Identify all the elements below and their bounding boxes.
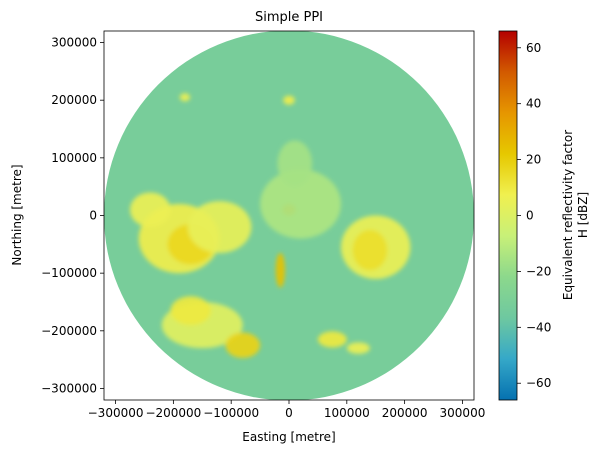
y-tick-label: −100000: [41, 266, 97, 280]
echo-east-core: [352, 229, 388, 271]
y-tick-label: −300000: [41, 381, 97, 395]
echo-southeast-tail: [346, 342, 370, 354]
colorbar-gradient: [498, 30, 518, 401]
echo-north-spot: [283, 95, 295, 105]
y-tick-label: 300000: [51, 36, 97, 50]
x-axis: −300000 −200000 −100000 0 100000 200000 300000: [88, 400, 486, 420]
echo-northwest-arm: [187, 201, 252, 253]
y-axis-label: Northing [metre]: [10, 164, 24, 265]
echo-southeast-small: [317, 331, 347, 348]
colorbar-tick-label: 40: [526, 97, 541, 111]
x-tick-label: 100000: [324, 406, 370, 420]
y-tick-label: 100000: [51, 151, 97, 165]
echo-north-spot-2: [179, 93, 191, 102]
colorbar-ticks: 60 40 20 0 −20 −40 −60: [517, 41, 551, 390]
echo-south-west-small: [170, 296, 211, 326]
colorbar: 60 40 20 0 −20 −40 −60: [498, 30, 551, 401]
x-tick-label: 0: [285, 406, 293, 420]
echo-center-streak: [275, 252, 285, 288]
x-tick-label: 300000: [440, 406, 486, 420]
x-tick-label: −300000: [88, 406, 144, 420]
x-axis-label: Easting [metre]: [242, 430, 335, 444]
colorbar-tick-label: −20: [526, 264, 551, 278]
echo-north-plume: [277, 140, 313, 187]
colorbar-label-line1: Equivalent reflectivity factor: [561, 130, 575, 300]
y-tick-label: −200000: [41, 324, 97, 338]
x-tick-label: 200000: [382, 406, 428, 420]
colorbar-tick-label: 20: [526, 153, 541, 167]
colorbar-tick-label: −40: [526, 320, 551, 334]
y-axis: 300000 200000 100000 0 −100000 −200000 −300000: [41, 36, 104, 395]
echo-southwest-core: [225, 332, 261, 358]
y-tick-label: 0: [89, 209, 97, 223]
echo-center-plume: [260, 169, 342, 239]
colorbar-tick-label: 60: [526, 41, 541, 55]
y-tick-label: 200000: [51, 93, 97, 107]
x-tick-label: −100000: [203, 406, 259, 420]
plot-area: [104, 31, 474, 400]
echo-west-upper: [130, 192, 171, 228]
echo-layer: [130, 93, 411, 358]
x-tick-label: −200000: [145, 406, 201, 420]
colorbar-tick-label: −60: [526, 376, 551, 390]
colorbar-label-line2: H [dBZ]: [576, 192, 590, 238]
chart-title: Simple PPI: [255, 10, 323, 25]
colorbar-tick-label: 0: [526, 209, 534, 223]
